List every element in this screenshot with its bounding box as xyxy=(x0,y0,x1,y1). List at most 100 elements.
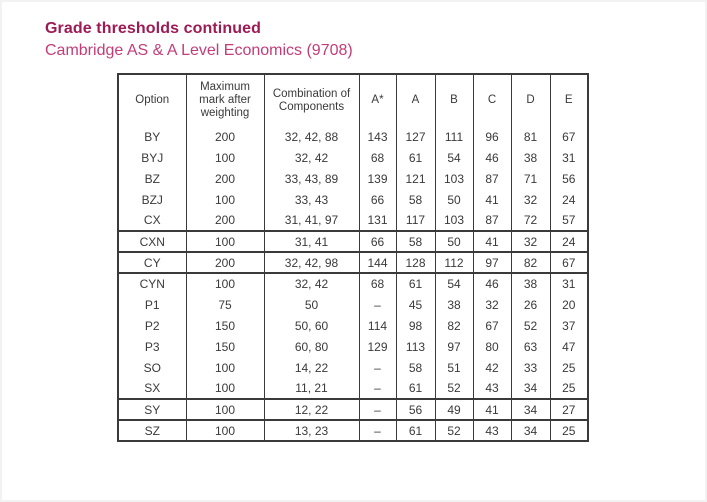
header-row: Option Maximum mark after weighting Combin… xyxy=(117,74,589,126)
page-subtitle: Cambridge AS & A Level Economics (9708) xyxy=(45,42,353,59)
value-cell-b: 112 xyxy=(434,252,474,274)
page-title: Grade thresholds continued xyxy=(45,20,261,37)
table-row-byj: BYJ 100 32, 42 68 61 54 46 38 31 xyxy=(117,147,589,168)
option-cell: BZ xyxy=(117,168,187,189)
value-cell-e: 31 xyxy=(549,147,589,168)
value-cell-d: 34 xyxy=(510,399,551,421)
value-cell-d: 26 xyxy=(510,294,551,315)
value-cell-d: 34 xyxy=(510,378,551,400)
value-cell-b: 54 xyxy=(434,147,474,168)
value-cell-e: 24 xyxy=(549,189,589,210)
option-cell: SZ xyxy=(117,420,187,441)
value-cell-c: 87 xyxy=(472,210,512,232)
value-cell-combination-of-components: 50 xyxy=(263,294,360,315)
value-cell-combination-of-components: 14, 22 xyxy=(263,357,360,378)
heading-block: Grade thresholds continued Cambridge AS … xyxy=(45,18,353,62)
value-cell-a: 113 xyxy=(395,336,436,357)
value-cell-a: 61 xyxy=(395,273,436,294)
value-cell-maximum-mark-after-weighting: 100 xyxy=(185,378,265,400)
table-row-cy: CY 200 32, 42, 98 144 128 112 97 82 67 xyxy=(117,252,589,274)
value-cell-a: 121 xyxy=(395,168,436,189)
value-cell-e: 67 xyxy=(549,126,589,147)
value-cell-a: 98 xyxy=(395,315,436,336)
value-cell-e: 37 xyxy=(549,315,589,336)
value-cell-c: 41 xyxy=(472,189,512,210)
value-cell-a: 143 xyxy=(358,126,397,147)
table-row-by: BY 200 32, 42, 88 143 127 111 96 81 67 xyxy=(117,126,589,147)
value-cell-maximum-mark-after-weighting: 200 xyxy=(185,126,265,147)
value-cell-combination-of-components: 32, 42, 98 xyxy=(263,252,360,274)
value-cell-maximum-mark-after-weighting: 100 xyxy=(185,189,265,210)
value-cell-d: 34 xyxy=(510,420,551,441)
value-cell-a: 58 xyxy=(395,189,436,210)
value-cell-c: 32 xyxy=(472,294,512,315)
value-cell-a: 61 xyxy=(395,378,436,400)
value-cell-a: 68 xyxy=(358,273,397,294)
value-cell-e: 67 xyxy=(549,252,589,274)
value-cell-c: 43 xyxy=(472,378,512,400)
option-cell: CYN xyxy=(117,273,187,294)
value-cell-a: 58 xyxy=(395,231,436,253)
value-cell-a: 128 xyxy=(395,252,436,274)
column-header-e: E xyxy=(549,74,589,126)
table-row-p3: P3 150 60, 80 129 113 97 80 63 47 xyxy=(117,336,589,357)
table-header: Option Maximum mark after weighting Combin… xyxy=(117,74,589,126)
option-cell: P1 xyxy=(117,294,187,315)
value-cell-e: 20 xyxy=(549,294,589,315)
value-cell-a: 131 xyxy=(358,210,397,232)
column-header-c: C xyxy=(472,74,512,126)
value-cell-e: 24 xyxy=(549,231,589,253)
value-cell-b: 52 xyxy=(434,378,474,400)
value-cell-e: 25 xyxy=(549,420,589,441)
column-header-combination-of-components: Combination of Components xyxy=(263,74,360,126)
value-cell-a: 61 xyxy=(395,147,436,168)
value-cell-c: 43 xyxy=(472,420,512,441)
value-cell-maximum-mark-after-weighting: 150 xyxy=(185,336,265,357)
column-header-a: A xyxy=(395,74,436,126)
value-cell-c: 46 xyxy=(472,273,512,294)
value-cell-d: 38 xyxy=(510,273,551,294)
value-cell-maximum-mark-after-weighting: 200 xyxy=(185,252,265,274)
table-row-bz: BZ 200 33, 43, 89 139 121 103 87 71 56 xyxy=(117,168,589,189)
value-cell-c: 67 xyxy=(472,315,512,336)
value-cell-maximum-mark-after-weighting: 200 xyxy=(185,210,265,232)
table-row-cxn: CXN 100 31, 41 66 58 50 41 32 24 xyxy=(117,231,589,253)
value-cell-a: – xyxy=(358,378,397,400)
column-header-maximum-mark-after-weighting: Maximum mark after weighting xyxy=(185,74,265,126)
value-cell-a: 139 xyxy=(358,168,397,189)
value-cell-b: 38 xyxy=(434,294,474,315)
value-cell-d: 72 xyxy=(510,210,551,232)
option-cell: SO xyxy=(117,357,187,378)
table-row-cx: CX 200 31, 41, 97 131 117 103 87 72 57 xyxy=(117,210,589,232)
table-body: BY 200 32, 42, 88 143 127 111 96 81 67 BYJ 100 32, … xyxy=(117,126,589,441)
option-cell: BYJ xyxy=(117,147,187,168)
value-cell-d: 81 xyxy=(510,126,551,147)
value-cell-b: 50 xyxy=(434,231,474,253)
value-cell-c: 42 xyxy=(472,357,512,378)
value-cell-b: 49 xyxy=(434,399,474,421)
value-cell-e: 25 xyxy=(549,378,589,400)
column-header-b: B xyxy=(434,74,474,126)
option-cell: SY xyxy=(117,399,187,421)
value-cell-combination-of-components: 12, 22 xyxy=(263,399,360,421)
value-cell-combination-of-components: 32, 42 xyxy=(263,273,360,294)
option-cell: SX xyxy=(117,378,187,400)
value-cell-e: 31 xyxy=(549,273,589,294)
value-cell-d: 32 xyxy=(510,189,551,210)
value-cell-a: 117 xyxy=(395,210,436,232)
grade-thresholds-table: Option Maximum mark after weighting Combin… xyxy=(117,73,589,442)
value-cell-maximum-mark-after-weighting: 75 xyxy=(185,294,265,315)
value-cell-a: 68 xyxy=(358,147,397,168)
value-cell-b: 82 xyxy=(434,315,474,336)
value-cell-maximum-mark-after-weighting: 100 xyxy=(185,273,265,294)
value-cell-d: 63 xyxy=(510,336,551,357)
value-cell-d: 71 xyxy=(510,168,551,189)
value-cell-b: 103 xyxy=(434,168,474,189)
value-cell-combination-of-components: 60, 80 xyxy=(263,336,360,357)
value-cell-d: 32 xyxy=(510,231,551,253)
value-cell-a: – xyxy=(358,420,397,441)
value-cell-a: 58 xyxy=(395,357,436,378)
value-cell-c: 87 xyxy=(472,168,512,189)
value-cell-d: 38 xyxy=(510,147,551,168)
